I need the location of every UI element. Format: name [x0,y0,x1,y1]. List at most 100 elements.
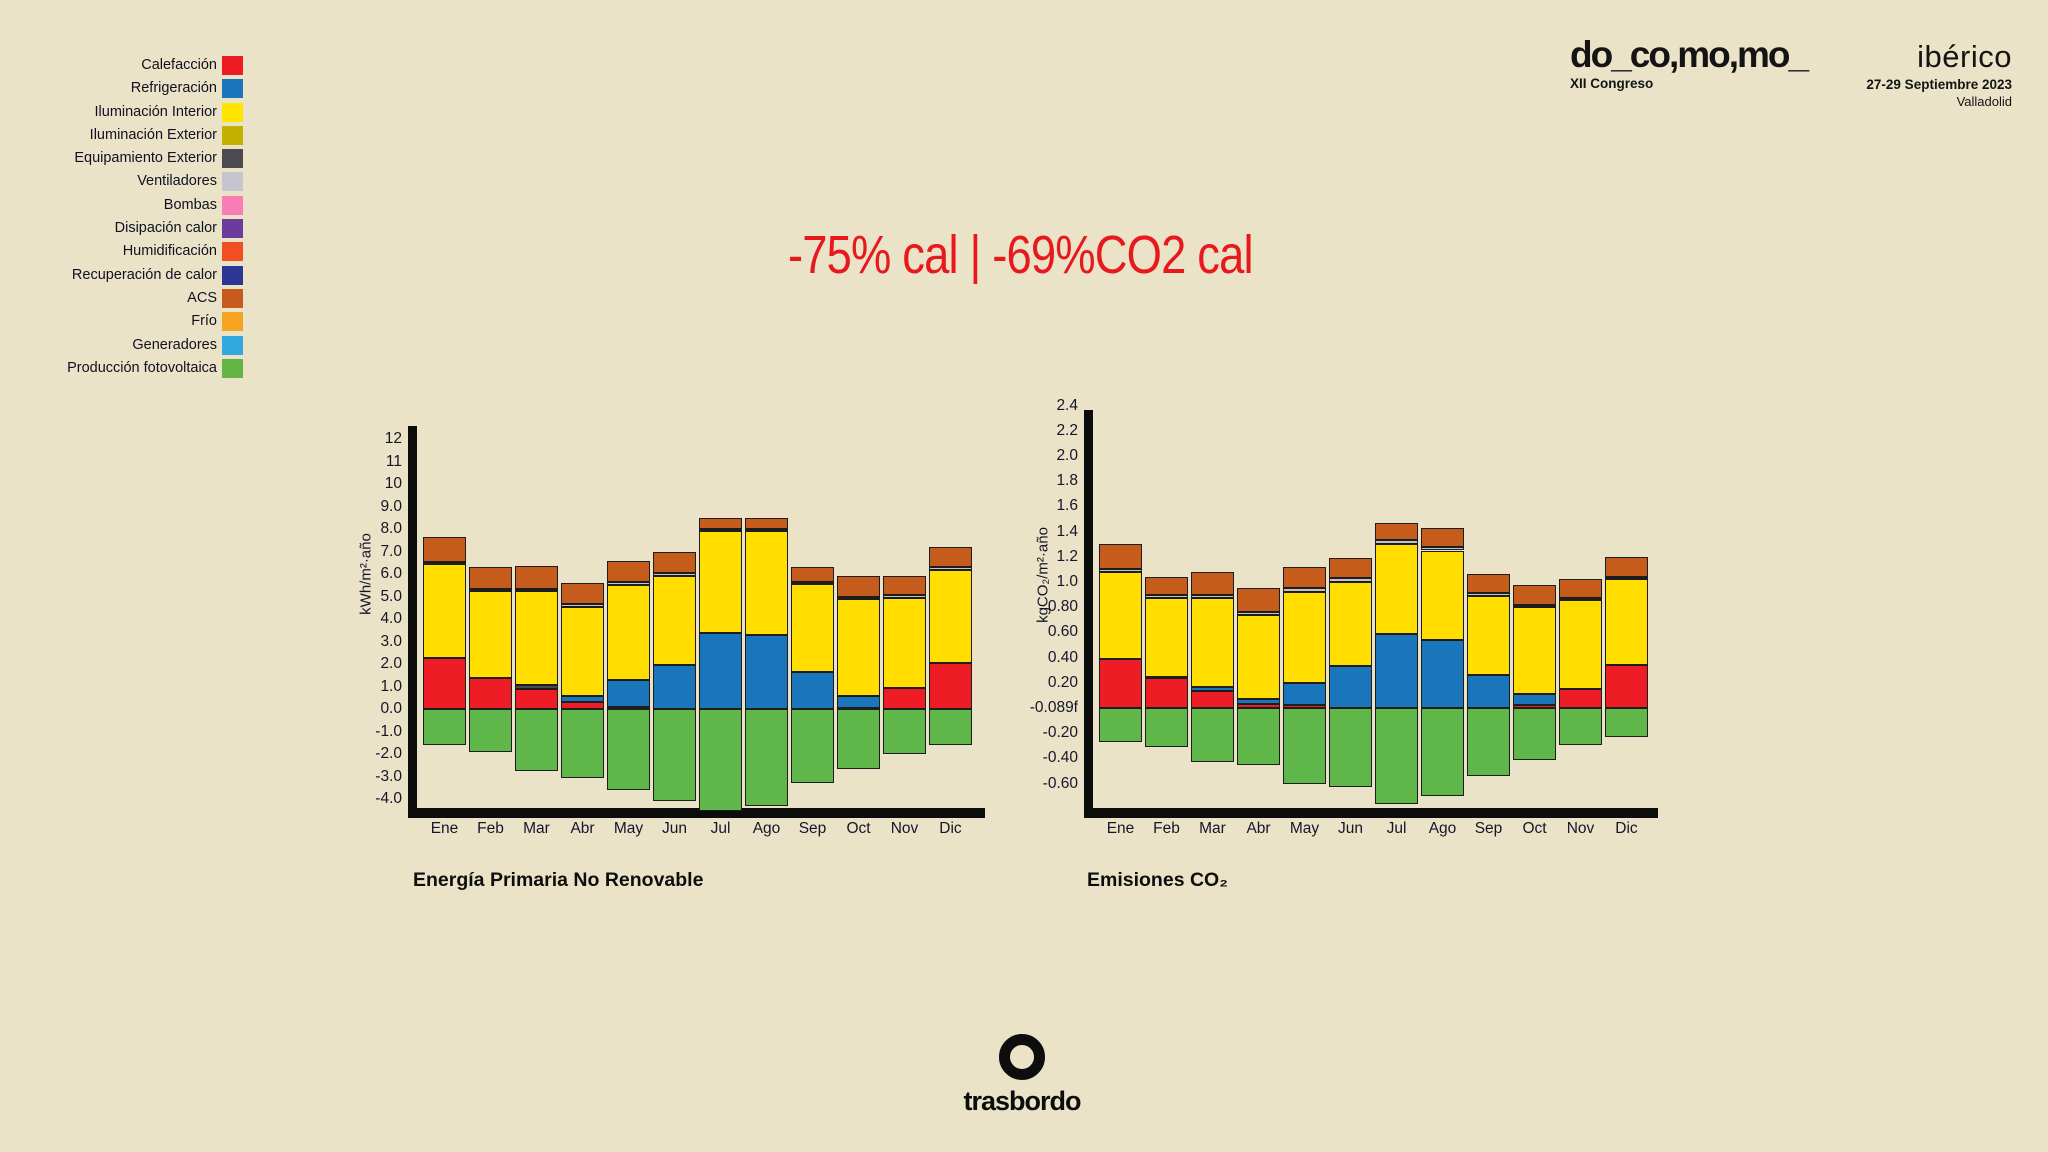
bar-segment-produccion_fotovoltaica [423,709,466,745]
bar-segment-produccion_fotovoltaica [699,709,742,812]
x-axis-label: Sep [1474,820,1503,837]
y-axis-tick: 0.40 [1047,648,1078,666]
bar-segment-iluminacion_interior [791,584,834,672]
y-axis-tick: 12 [384,430,402,447]
bar-segment-iluminacion_interior [929,569,972,663]
bar-segment-produccion_fotovoltaica [1145,708,1188,748]
bar-segment-acs [699,517,742,529]
x-axis-label: Ago [1428,820,1457,837]
x-axis-label: Mar [523,820,550,837]
bar-segment-ventiladores [1283,588,1326,593]
bar-segment-refrigeracion [1513,694,1556,706]
legend-item-ventiladores: Ventiladores [36,172,243,192]
legend-swatch-generadores [222,335,243,355]
bar-segment-ventiladores [1421,546,1464,551]
legend-swatch-disipacion_calor [222,219,243,239]
legend-label: Producción fotovoltaica [67,359,217,376]
bar-segment-calefaccion [1237,704,1280,708]
congress-city: Valladolid [1956,94,2012,109]
bar-segment-acs [1467,574,1510,594]
legend-swatch-calefaccion [222,56,243,75]
bar-segment-calefaccion [929,662,972,709]
bar-segment-refrigeracion [1237,698,1280,705]
legend-label: Ventiladores [137,173,217,190]
legend-label: Refrigeración [130,80,217,97]
bar-segment-calefaccion [1559,689,1602,708]
legend-swatch-ventiladores [222,172,243,192]
bar-segment-produccion_fotovoltaica [1237,708,1280,765]
y-axis-tick: 0.60 [1047,623,1078,641]
legend-item-recuperacion_calor: Recuperación de calor [36,265,243,285]
bar-segment-calefaccion [423,658,466,709]
congress-date-city: 27-29 Septiembre 2023 Valladolid [1866,76,2012,110]
bar-segment-produccion_fotovoltaica [1559,708,1602,745]
bar-segment-produccion_fotovoltaica [1191,708,1234,763]
x-axis-label: Oct [1522,820,1547,837]
bar-segment-acs [515,566,558,589]
x-axis-label: Nov [890,820,919,837]
legend-label: Iluminación Interior [94,103,218,120]
legend-item-produccion_fotovoltaica: Producción fotovoltaica [36,358,243,378]
bar-segment-ventiladores [1237,611,1280,615]
congress-branding: do_co,mo,mo_ ibérico XII Congreso 27-29 … [1570,34,2012,110]
bar-segment-refrigeracion [791,671,834,709]
y-axis-tick: -0.60 [1042,774,1078,792]
bar-segment-refrigeracion [1421,639,1464,708]
congress-logo-row: do_co,mo,mo_ ibérico [1570,34,2012,76]
legend-swatch-iluminacion_interior [222,102,243,122]
trasbordo-wordmark: trasbordo [963,1086,1081,1116]
y-axis-tick: -3.0 [375,767,402,785]
bar-segment-acs [1145,576,1188,596]
x-axis-label: Sep [798,820,827,837]
bar-segment-acs [653,551,696,573]
bar-segment-ventiladores [883,595,926,598]
congress-edition-label: XII Congreso [1570,76,1654,91]
bar-segment-ventiladores [1559,597,1602,601]
bar-segment-produccion_fotovoltaica [653,709,696,802]
x-axis-label: Jun [1338,820,1363,837]
bar-segment-iluminacion_interior [469,590,512,678]
bar-segment-refrigeracion [837,695,880,708]
bar-segment-refrigeracion [1375,633,1418,708]
bar-segment-ventiladores [791,581,834,585]
bar-segment-ventiladores [745,529,788,532]
bar-segment-calefaccion [837,707,880,710]
legend-item-equipamiento_exterior: Equipamiento Exterior [36,149,243,169]
bar-segment-acs [1099,544,1142,569]
legend-item-disipacion_calor: Disipación calor [36,219,243,239]
bar-segment-acs [745,517,788,529]
bar-segment-ventiladores [653,572,696,577]
x-axis-label: Ene [1106,820,1135,837]
bar-segment-iluminacion_interior [1329,582,1372,667]
bar-segment-acs [1375,522,1418,541]
x-axis-label: May [613,820,644,837]
bar-segment-acs [607,560,650,582]
legend-swatch-equipamiento_exterior [222,149,243,169]
legend-swatch-produccion_fotovoltaica [222,358,243,378]
bar-segment-produccion_fotovoltaica [1329,708,1372,788]
bar-segment-calefaccion [515,688,558,709]
bar-segment-iluminacion_interior [1237,614,1280,699]
bar-segment-produccion_fotovoltaica [929,709,972,745]
legend-label: Bombas [163,196,217,213]
bar-segment-acs [1191,571,1234,595]
bar-segment-iluminacion_interior [1283,592,1326,683]
bar-segment-calefaccion [561,702,604,709]
bar-segment-produccion_fotovoltaica [1099,708,1142,743]
bar-segment-calefaccion [607,706,650,709]
bar-segment-iluminacion_interior [837,598,880,696]
chart-legend: Calefacción Refrigeración Iluminación Inte… [36,56,243,382]
bar-segment-ventiladores [607,581,650,586]
bar-segment-refrigeracion [653,665,696,709]
legend-item-iluminacion_exterior: Iluminación Exterior [36,125,243,145]
y-axis-tick: -0.20 [1042,724,1078,742]
bar-segment-refrigeracion [607,679,650,707]
legend-item-iluminacion_interior: Iluminación Interior [36,102,243,122]
x-axis-label: Mar [1199,820,1226,837]
legend-item-acs: ACS [36,288,243,308]
y-axis-tick: -4.0 [375,790,402,807]
legend-swatch-acs [222,288,243,308]
bar-segment-ventiladores [699,529,742,532]
y-axis-tick: 1.6 [1056,497,1078,515]
